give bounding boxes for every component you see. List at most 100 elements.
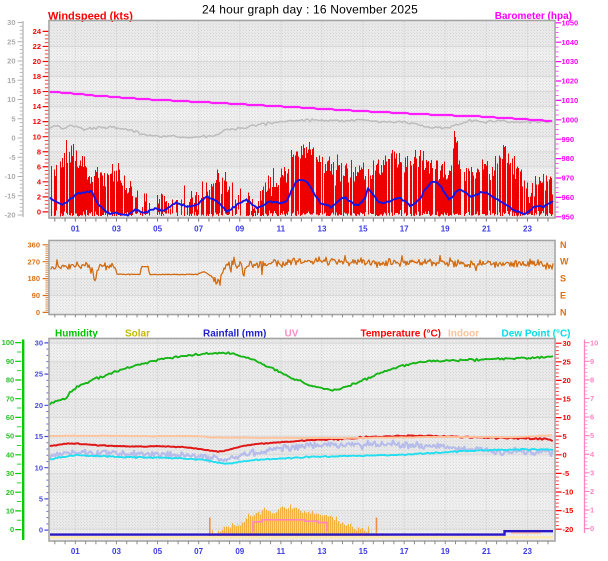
svg-text:0: 0 [590,524,594,533]
svg-text:20: 20 [6,488,14,497]
svg-text:1000: 1000 [562,115,579,124]
svg-text:22: 22 [33,42,41,51]
svg-text:9: 9 [590,357,594,366]
svg-text:0: 0 [10,525,14,534]
svg-text:Rainfall (mm): Rainfall (mm) [203,329,266,340]
svg-text:5: 5 [563,432,567,441]
svg-text:360: 360 [27,240,40,249]
svg-text:24: 24 [33,27,42,36]
svg-text:70: 70 [6,394,14,403]
svg-text:10: 10 [563,413,571,422]
svg-text:16: 16 [33,87,41,96]
svg-text:11: 11 [277,225,286,234]
svg-text:6: 6 [37,162,41,171]
svg-text:1020: 1020 [562,77,579,86]
svg-text:90: 90 [6,357,14,366]
svg-text:100: 100 [2,338,15,347]
svg-text:14: 14 [33,102,42,111]
svg-text:270: 270 [27,257,40,266]
svg-text:-20: -20 [5,211,16,220]
svg-text:30: 30 [6,469,14,478]
svg-text:4: 4 [37,177,42,186]
svg-text:6: 6 [590,413,594,422]
svg-text:03: 03 [112,225,121,234]
svg-text:15: 15 [359,225,368,234]
svg-text:S: S [560,274,566,284]
svg-text:10: 10 [35,463,43,472]
svg-text:-5: -5 [563,469,570,478]
svg-text:10: 10 [6,507,14,516]
svg-text:07: 07 [194,547,203,556]
svg-text:5: 5 [11,114,15,123]
svg-text:30: 30 [35,339,43,348]
svg-text:7: 7 [590,394,594,403]
svg-text:Dew Point (°C): Dew Point (°C) [502,329,571,340]
svg-text:15: 15 [35,432,43,441]
svg-text:15: 15 [359,547,368,556]
svg-text:17: 17 [400,547,409,556]
svg-text:8: 8 [37,147,41,156]
svg-text:20: 20 [35,401,43,410]
svg-text:N: N [560,240,567,250]
svg-text:N: N [560,307,567,317]
svg-text:05: 05 [153,225,162,234]
svg-text:0: 0 [36,308,40,317]
svg-text:10: 10 [590,338,598,347]
svg-text:-20: -20 [563,525,574,534]
svg-text:09: 09 [235,547,244,556]
svg-text:17: 17 [400,225,409,234]
svg-text:25: 25 [35,370,43,379]
svg-text:23: 23 [523,225,532,234]
svg-text:2: 2 [590,487,594,496]
svg-text:21: 21 [482,547,491,556]
svg-text:20: 20 [7,57,15,66]
svg-text:09: 09 [235,225,244,234]
svg-text:07: 07 [194,225,203,234]
svg-text:19: 19 [441,547,450,556]
svg-text:50: 50 [6,432,14,441]
svg-text:1050: 1050 [562,18,579,27]
svg-text:Humidity: Humidity [55,329,98,340]
svg-text:UV: UV [285,329,299,340]
svg-text:18: 18 [33,72,41,81]
svg-text:3: 3 [590,468,594,477]
svg-text:Solar: Solar [125,329,150,340]
svg-text:-10: -10 [563,488,574,497]
svg-text:1: 1 [590,506,594,515]
svg-text:960: 960 [562,193,575,202]
svg-text:990: 990 [562,135,575,144]
svg-text:19: 19 [441,225,450,234]
svg-text:13: 13 [318,225,327,234]
svg-text:60: 60 [6,413,14,422]
svg-text:01: 01 [71,225,80,234]
svg-text:15: 15 [7,76,15,85]
svg-text:1010: 1010 [562,96,579,105]
svg-text:20: 20 [33,57,41,66]
svg-text:23: 23 [523,547,532,556]
svg-text:0: 0 [37,208,41,217]
svg-text:25: 25 [563,357,571,366]
svg-text:01: 01 [71,547,80,556]
svg-text:-5: -5 [9,153,16,162]
svg-text:40: 40 [6,450,14,459]
svg-text:-15: -15 [563,506,574,515]
svg-text:0: 0 [39,526,43,535]
svg-text:12: 12 [33,117,41,126]
svg-text:180: 180 [27,274,40,283]
svg-text:1030: 1030 [562,57,579,66]
svg-text:24 hour graph day : 16 Novembe: 24 hour graph day : 16 November 2025 [202,3,418,17]
svg-text:W: W [560,257,569,267]
svg-text:0: 0 [563,450,567,459]
svg-text:0: 0 [11,134,15,143]
svg-text:2: 2 [37,192,41,201]
svg-text:970: 970 [562,174,575,183]
svg-text:11: 11 [277,547,286,556]
svg-text:-10: -10 [5,172,16,181]
svg-text:30: 30 [7,18,15,27]
svg-text:15: 15 [563,395,571,404]
svg-text:E: E [560,291,566,301]
svg-text:20: 20 [563,376,571,385]
svg-text:Windspeed (kts): Windspeed (kts) [48,11,133,23]
svg-text:5: 5 [590,431,594,440]
svg-text:4: 4 [590,450,595,459]
